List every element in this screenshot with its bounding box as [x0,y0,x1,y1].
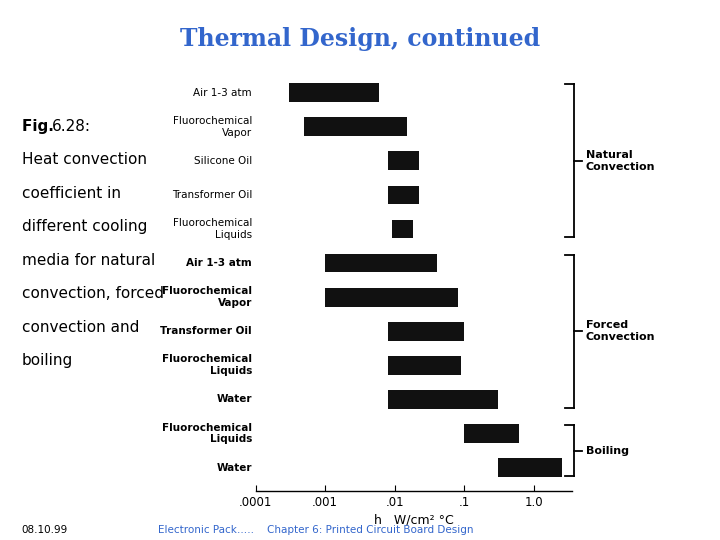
Text: Fig.: Fig. [22,119,59,134]
Text: Water: Water [217,463,252,472]
Text: different cooling: different cooling [22,219,147,234]
Bar [464,424,518,443]
Text: Fluorochemical
Vapor: Fluorochemical Vapor [173,116,252,138]
Bar [388,186,419,204]
Text: Fluorochemical
Liquids: Fluorochemical Liquids [173,218,252,240]
Text: Water: Water [217,394,252,404]
Bar [325,254,437,272]
Text: Transformer Oil: Transformer Oil [161,326,252,336]
Text: convection, forced: convection, forced [22,286,163,301]
Text: Transformer Oil: Transformer Oil [172,190,252,200]
X-axis label: h   W/cm² °C: h W/cm² °C [374,514,454,526]
Text: coefficient in: coefficient in [22,186,121,201]
Text: Electronic Pack…..    Chapter 6: Printed Circuit Board Design: Electronic Pack….. Chapter 6: Printed Ci… [158,524,474,535]
Text: 08.10.99: 08.10.99 [22,524,68,535]
Bar [388,322,464,341]
Text: Boiling: Boiling [585,446,629,456]
Text: Fluorochemical
Liquids: Fluorochemical Liquids [162,354,252,376]
Text: Silicone Oil: Silicone Oil [194,156,252,166]
Bar [388,390,498,409]
Bar [388,356,462,375]
Text: Fluorochemical
Vapor: Fluorochemical Vapor [162,286,252,308]
Text: boiling: boiling [22,353,73,368]
Text: Air 1-3 atm: Air 1-3 atm [194,87,252,98]
Bar [498,458,562,477]
Text: Thermal Design, continued: Thermal Design, continued [180,27,540,51]
Bar [325,288,458,307]
Text: convection and: convection and [22,320,139,335]
Text: Forced
Convection: Forced Convection [585,320,655,342]
Text: Fluorochemical
Liquids: Fluorochemical Liquids [162,423,252,444]
Text: Natural
Convection: Natural Convection [585,150,655,172]
Bar [305,117,407,136]
Bar [392,220,413,238]
Bar [388,151,419,170]
Text: 6.28:: 6.28: [52,119,91,134]
Text: Air 1-3 atm: Air 1-3 atm [186,258,252,268]
Bar [289,83,379,102]
Text: media for natural: media for natural [22,253,155,268]
Text: Heat convection: Heat convection [22,152,147,167]
